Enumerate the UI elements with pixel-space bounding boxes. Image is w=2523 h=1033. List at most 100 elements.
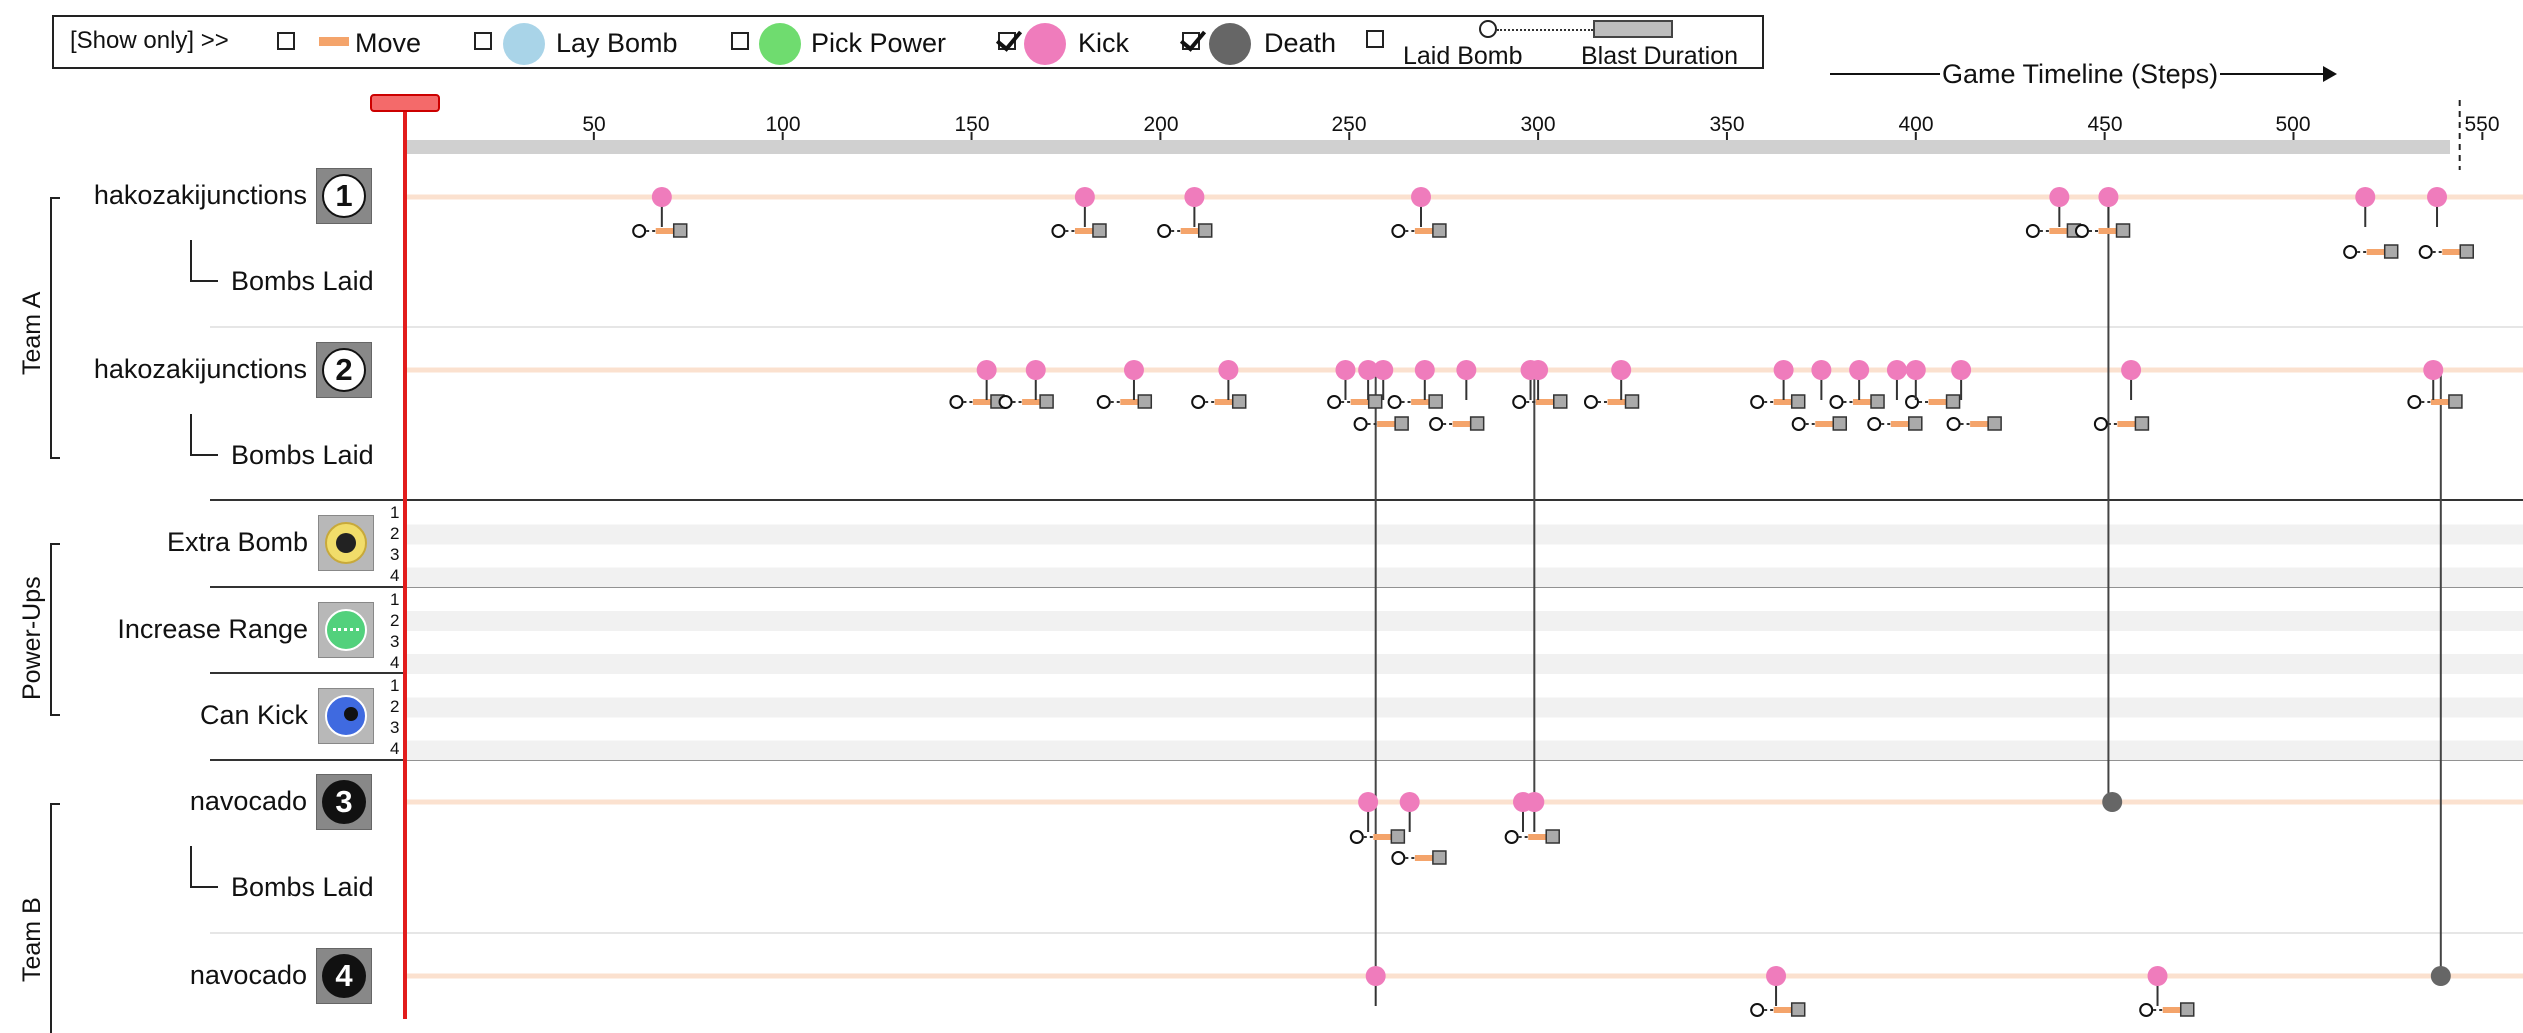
kick-event	[1456, 360, 1477, 380]
extra-bomb-icon	[318, 515, 374, 571]
timeline-track[interactable]	[403, 140, 2450, 154]
bomb-blast-bar	[1773, 399, 1792, 405]
kick-event	[651, 187, 672, 207]
powerup-level-band	[405, 719, 2523, 739]
power-ups-bracket	[50, 543, 60, 716]
kick-label: Kick	[1078, 28, 1130, 58]
x-tick-label: 350	[1709, 113, 1745, 136]
powerup-level-band	[405, 654, 2523, 674]
laid-bomb-marker	[2418, 245, 2433, 259]
can-kick-icon	[318, 688, 374, 744]
powerup-increase-range-label: Increase Range	[117, 614, 308, 644]
level-label: 3	[390, 632, 400, 651]
timeline-title-label: Game Timeline (Steps)	[1940, 59, 2221, 90]
powerup-level-band	[405, 697, 2523, 718]
level-label: 2	[390, 611, 400, 630]
move-checkbox[interactable]	[277, 32, 295, 50]
laid-bomb-marker	[2139, 1003, 2154, 1017]
timeline-scrubber-handle[interactable]	[370, 94, 440, 112]
powerup-level-band	[405, 611, 2523, 631]
agent-2-badge[interactable]: 2	[316, 342, 372, 398]
move-label: Move	[355, 28, 422, 58]
group-label-power-ups: Power-Ups	[18, 576, 46, 700]
bomb-blast-bar	[2366, 249, 2385, 255]
kick-event	[1411, 187, 1432, 207]
timeline-axis-title: Game Timeline (Steps)	[1830, 57, 2337, 90]
laid-bomb-marker	[1867, 417, 1882, 431]
bomb-blast-bar	[1414, 228, 1433, 234]
x-tick-label: 100	[765, 113, 801, 136]
laid-bomb-marker	[1391, 224, 1406, 238]
laid-bomb-marker	[1791, 417, 1806, 431]
blast-duration-marker	[1593, 20, 1673, 38]
agent-1-badge[interactable]: 1	[316, 168, 372, 224]
kick-event	[1358, 360, 1379, 380]
kick-event	[1025, 360, 1046, 380]
blast-duration-marker	[1137, 394, 1153, 409]
laid-bomb-marker	[1051, 224, 1066, 238]
death-checkbox[interactable]	[1182, 32, 1200, 50]
agent-1-name: hakozakijunctions	[93, 180, 307, 210]
bomb-blast-bar	[1120, 399, 1139, 405]
powerup-level-band	[405, 632, 2523, 653]
blast-duration-marker	[1790, 1002, 1806, 1017]
laid-bomb-marker	[1096, 395, 1111, 409]
blast-duration-marker	[2383, 244, 2399, 259]
blast-duration-marker	[1039, 394, 1054, 409]
level-label: 1	[390, 503, 400, 522]
kick-swatch	[1024, 23, 1066, 65]
kick-event	[1335, 360, 1356, 380]
bomb-blast-bar	[2162, 1007, 2181, 1013]
blast-duration-marker	[1553, 394, 1568, 409]
laid-bomb-marker	[1946, 417, 1961, 431]
lay-bomb-label: Lay Bomb	[556, 28, 678, 58]
level-label: 2	[390, 524, 400, 543]
bomb-blast-bar	[1350, 399, 1369, 405]
blast-duration-marker	[1390, 829, 1406, 844]
team-b-bracket	[50, 803, 60, 1033]
kick-event	[1074, 187, 1095, 207]
bomb-blast-bar	[1773, 1007, 1792, 1013]
blast-duration-marker	[2448, 394, 2463, 409]
kick-event	[1849, 360, 1870, 380]
x-tick-label: 200	[1143, 113, 1179, 136]
kick-event	[2147, 966, 2168, 986]
blast-duration-marker	[1432, 850, 1447, 865]
powerup-level-band	[405, 546, 2523, 566]
laid-bomb-marker	[2074, 224, 2089, 238]
bomb-blast-bar	[655, 228, 674, 234]
agent-3-badge[interactable]: 3	[316, 774, 372, 830]
laid-bomb-marker	[1583, 395, 1598, 409]
blast-duration-marker	[2115, 223, 2131, 238]
pick-power-checkbox[interactable]	[731, 32, 749, 50]
kick-event	[1218, 360, 1239, 380]
agent-4-badge[interactable]: 4	[316, 948, 372, 1004]
kick-event	[1811, 360, 1832, 380]
bomb-checkbox[interactable]	[1366, 30, 1384, 48]
bomb-blast-bar	[2430, 399, 2449, 405]
laid-bomb-marker	[1429, 417, 1444, 431]
powerup-level-band	[405, 740, 2523, 761]
lay-bomb-checkbox[interactable]	[474, 32, 492, 50]
kick-checkbox[interactable]	[998, 32, 1016, 50]
bomb-blast-bar	[1411, 399, 1430, 405]
move-swatch	[319, 37, 349, 46]
laid-bomb-marker	[1750, 1003, 1765, 1017]
blast-duration-marker	[2134, 416, 2150, 431]
bomb-blast-bar	[1373, 834, 1392, 840]
bomb-blast-bar	[1214, 399, 1233, 405]
kick-event	[1773, 360, 1794, 380]
blast-duration-marker	[1945, 394, 1961, 409]
x-tick-label: 550	[2464, 113, 2500, 136]
laid-bomb-label: Laid Bomb	[1403, 42, 1523, 70]
bomb-blast-bar	[2117, 421, 2136, 427]
level-label: 3	[390, 545, 400, 564]
x-tick-label: 500	[2275, 113, 2311, 136]
kick-event	[1123, 360, 1144, 380]
kick-event	[976, 360, 997, 380]
laid-bomb-marker	[1504, 830, 1519, 844]
laid-bomb-marker	[949, 395, 964, 409]
kick-event	[1766, 966, 1787, 986]
blast-duration-marker	[1394, 416, 1409, 431]
laid-bomb-marker	[1829, 395, 1844, 409]
